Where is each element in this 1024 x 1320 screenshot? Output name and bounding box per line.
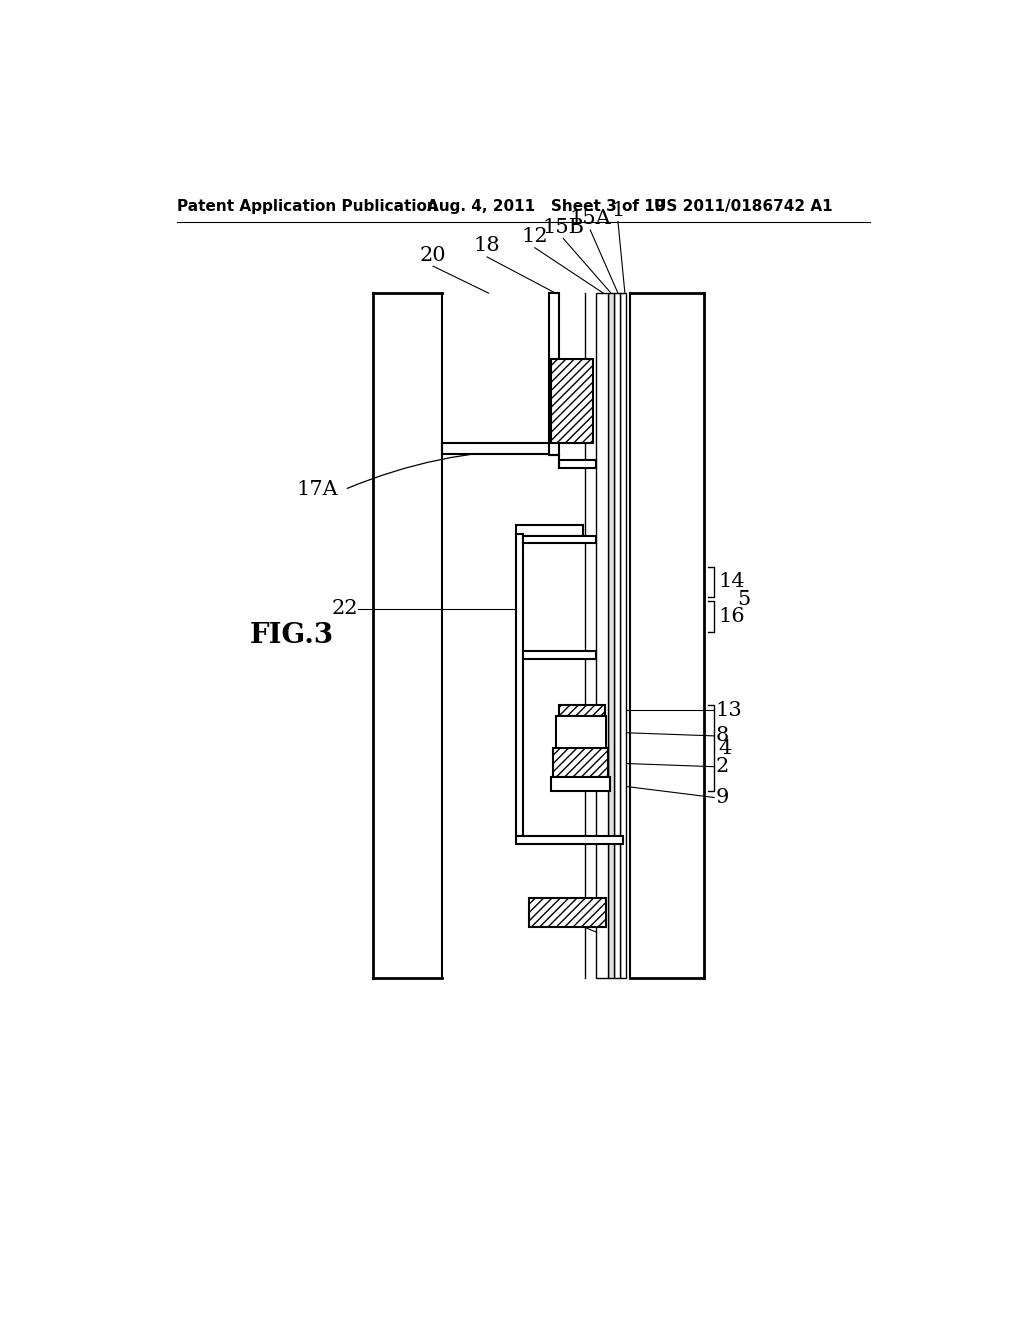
Bar <box>621 293 627 978</box>
Text: 8: 8 <box>716 726 729 746</box>
Bar <box>557 718 605 747</box>
Bar <box>515 535 523 836</box>
Text: 20: 20 <box>420 246 446 264</box>
Text: 22: 22 <box>331 599 357 618</box>
Text: 17A: 17A <box>297 480 339 499</box>
Text: 4: 4 <box>718 739 731 758</box>
Text: 2: 2 <box>716 758 729 776</box>
Bar <box>442 444 550 454</box>
Bar <box>608 293 614 978</box>
Bar <box>596 293 608 978</box>
Bar <box>556 715 606 748</box>
Text: FIG.3: FIG.3 <box>250 622 334 649</box>
Bar <box>553 748 608 777</box>
Text: 14: 14 <box>718 573 744 591</box>
Bar <box>515 525 584 536</box>
Bar <box>551 777 609 792</box>
Bar <box>373 293 705 978</box>
Text: 9: 9 <box>716 788 729 807</box>
Text: 15B: 15B <box>543 218 585 238</box>
Text: 1: 1 <box>611 201 625 220</box>
Text: 3: 3 <box>608 927 622 945</box>
Bar <box>529 898 606 927</box>
Bar <box>559 461 596 469</box>
Bar <box>515 836 624 843</box>
Text: 12: 12 <box>521 227 548 246</box>
Text: 16: 16 <box>718 607 744 626</box>
Text: US 2011/0186742 A1: US 2011/0186742 A1 <box>654 198 833 214</box>
Text: Aug. 4, 2011   Sheet 3 of 19: Aug. 4, 2011 Sheet 3 of 19 <box>427 198 666 214</box>
Bar <box>373 293 442 978</box>
Bar <box>559 705 605 715</box>
Bar <box>442 293 585 978</box>
Bar <box>551 359 593 444</box>
Bar <box>523 536 596 544</box>
Text: 5: 5 <box>737 590 751 609</box>
Bar <box>630 293 705 978</box>
Text: 13: 13 <box>716 701 742 719</box>
Text: Patent Application Publication: Patent Application Publication <box>177 198 437 214</box>
Bar <box>550 293 559 455</box>
Bar <box>523 651 596 659</box>
Text: 18: 18 <box>474 236 501 256</box>
Text: 15A: 15A <box>569 210 611 228</box>
Bar <box>614 293 621 978</box>
